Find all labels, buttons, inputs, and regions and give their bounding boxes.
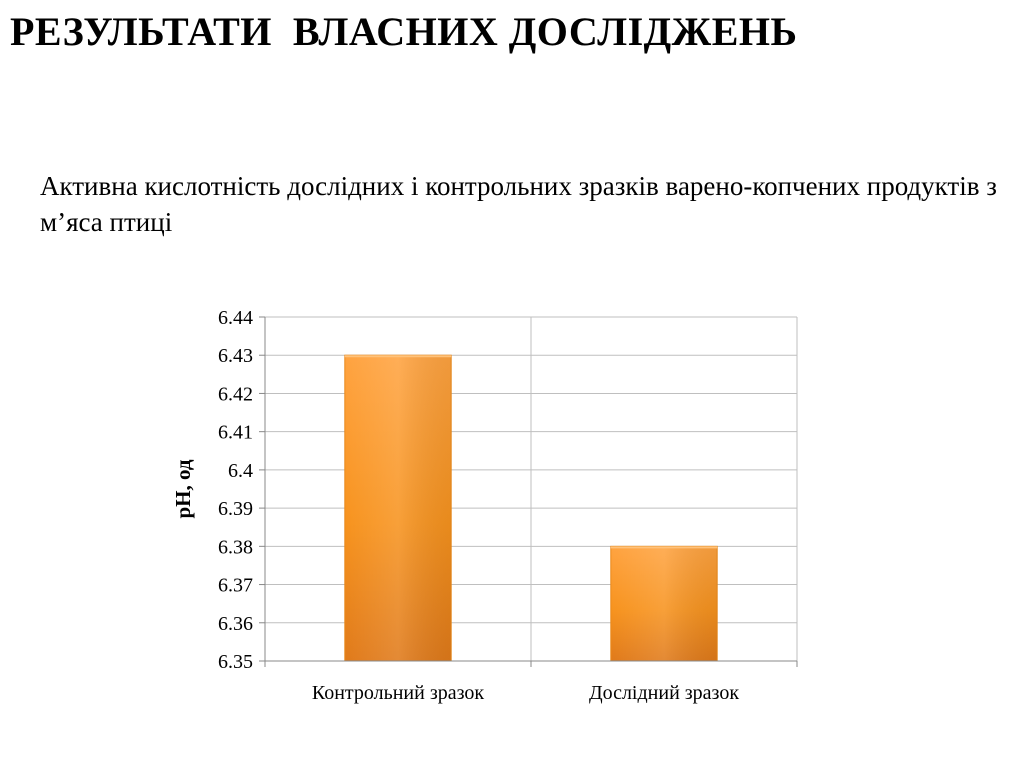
y-tick-label: 6.4 bbox=[228, 460, 253, 482]
x-category-label: Дослідний зразок bbox=[589, 682, 739, 704]
slide-title: РЕЗУЛЬТАТИ ВЛАСНИХ ДОСЛІДЖЕНЬ bbox=[10, 9, 798, 54]
chart-bars bbox=[344, 354, 718, 662]
slide-subtitle: Активна кислотність дослідних і контроль… bbox=[40, 171, 997, 237]
y-tick-label: 6.44 bbox=[218, 307, 253, 329]
y-tick-label: 6.36 bbox=[218, 613, 253, 635]
y-tick-label: 6.37 bbox=[218, 575, 253, 597]
y-tick-label: 6.42 bbox=[218, 383, 253, 405]
ph-bar-chart: 6.35 6.36 6.37 6.38 6.39 6.4 6.41 6.42 6.43 6.44 К… bbox=[171, 307, 798, 704]
chart-container: 6.35 6.36 6.37 6.38 6.39 6.4 6.41 6.42 6.43 6.44 К… bbox=[150, 295, 830, 725]
bar-highlight bbox=[610, 546, 718, 661]
y-tick-label: 6.38 bbox=[218, 536, 253, 558]
chart-labels: 6.35 6.36 6.37 6.38 6.39 6.4 6.41 6.42 6.43 6.44 К… bbox=[171, 307, 739, 704]
y-tick-label: 6.41 bbox=[218, 422, 253, 444]
bar-highlight bbox=[344, 355, 452, 661]
y-axis-title: pH, од bbox=[171, 459, 195, 518]
y-tick-label: 6.43 bbox=[218, 345, 253, 367]
y-tick-label: 6.39 bbox=[218, 498, 253, 520]
chart-axes bbox=[259, 316, 798, 667]
x-category-label: Контрольний зразок bbox=[312, 682, 485, 704]
y-tick-label: 6.35 bbox=[218, 651, 253, 673]
